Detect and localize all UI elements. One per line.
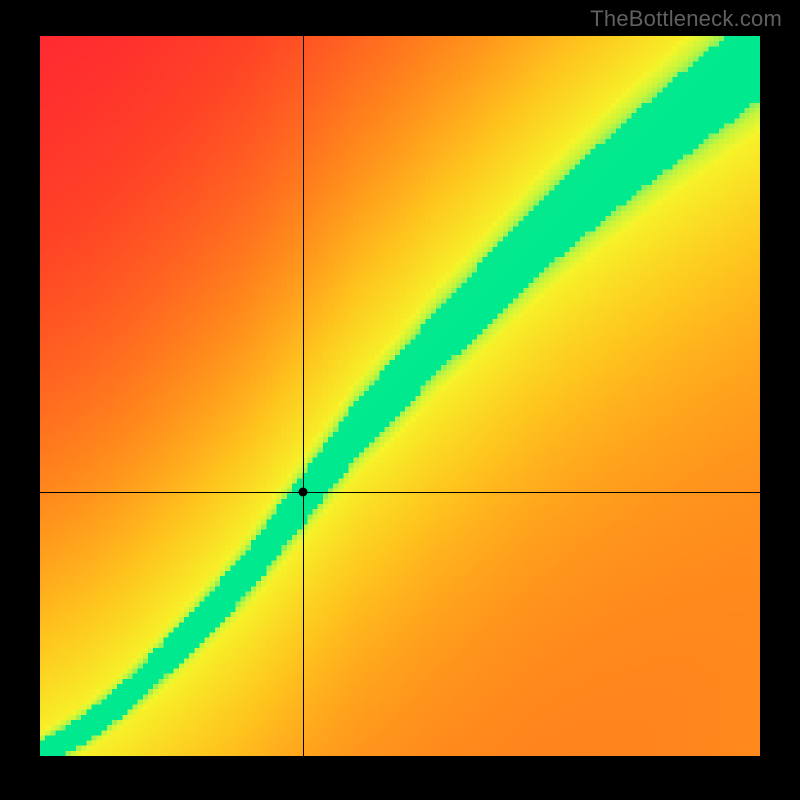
bottleneck-heatmap [40, 36, 760, 756]
watermark-text: TheBottleneck.com [590, 6, 782, 32]
figure-container: TheBottleneck.com [0, 0, 800, 800]
crosshair-marker [298, 487, 307, 496]
crosshair-vertical [303, 36, 304, 756]
crosshair-horizontal [40, 492, 760, 493]
plot-area [40, 36, 760, 756]
